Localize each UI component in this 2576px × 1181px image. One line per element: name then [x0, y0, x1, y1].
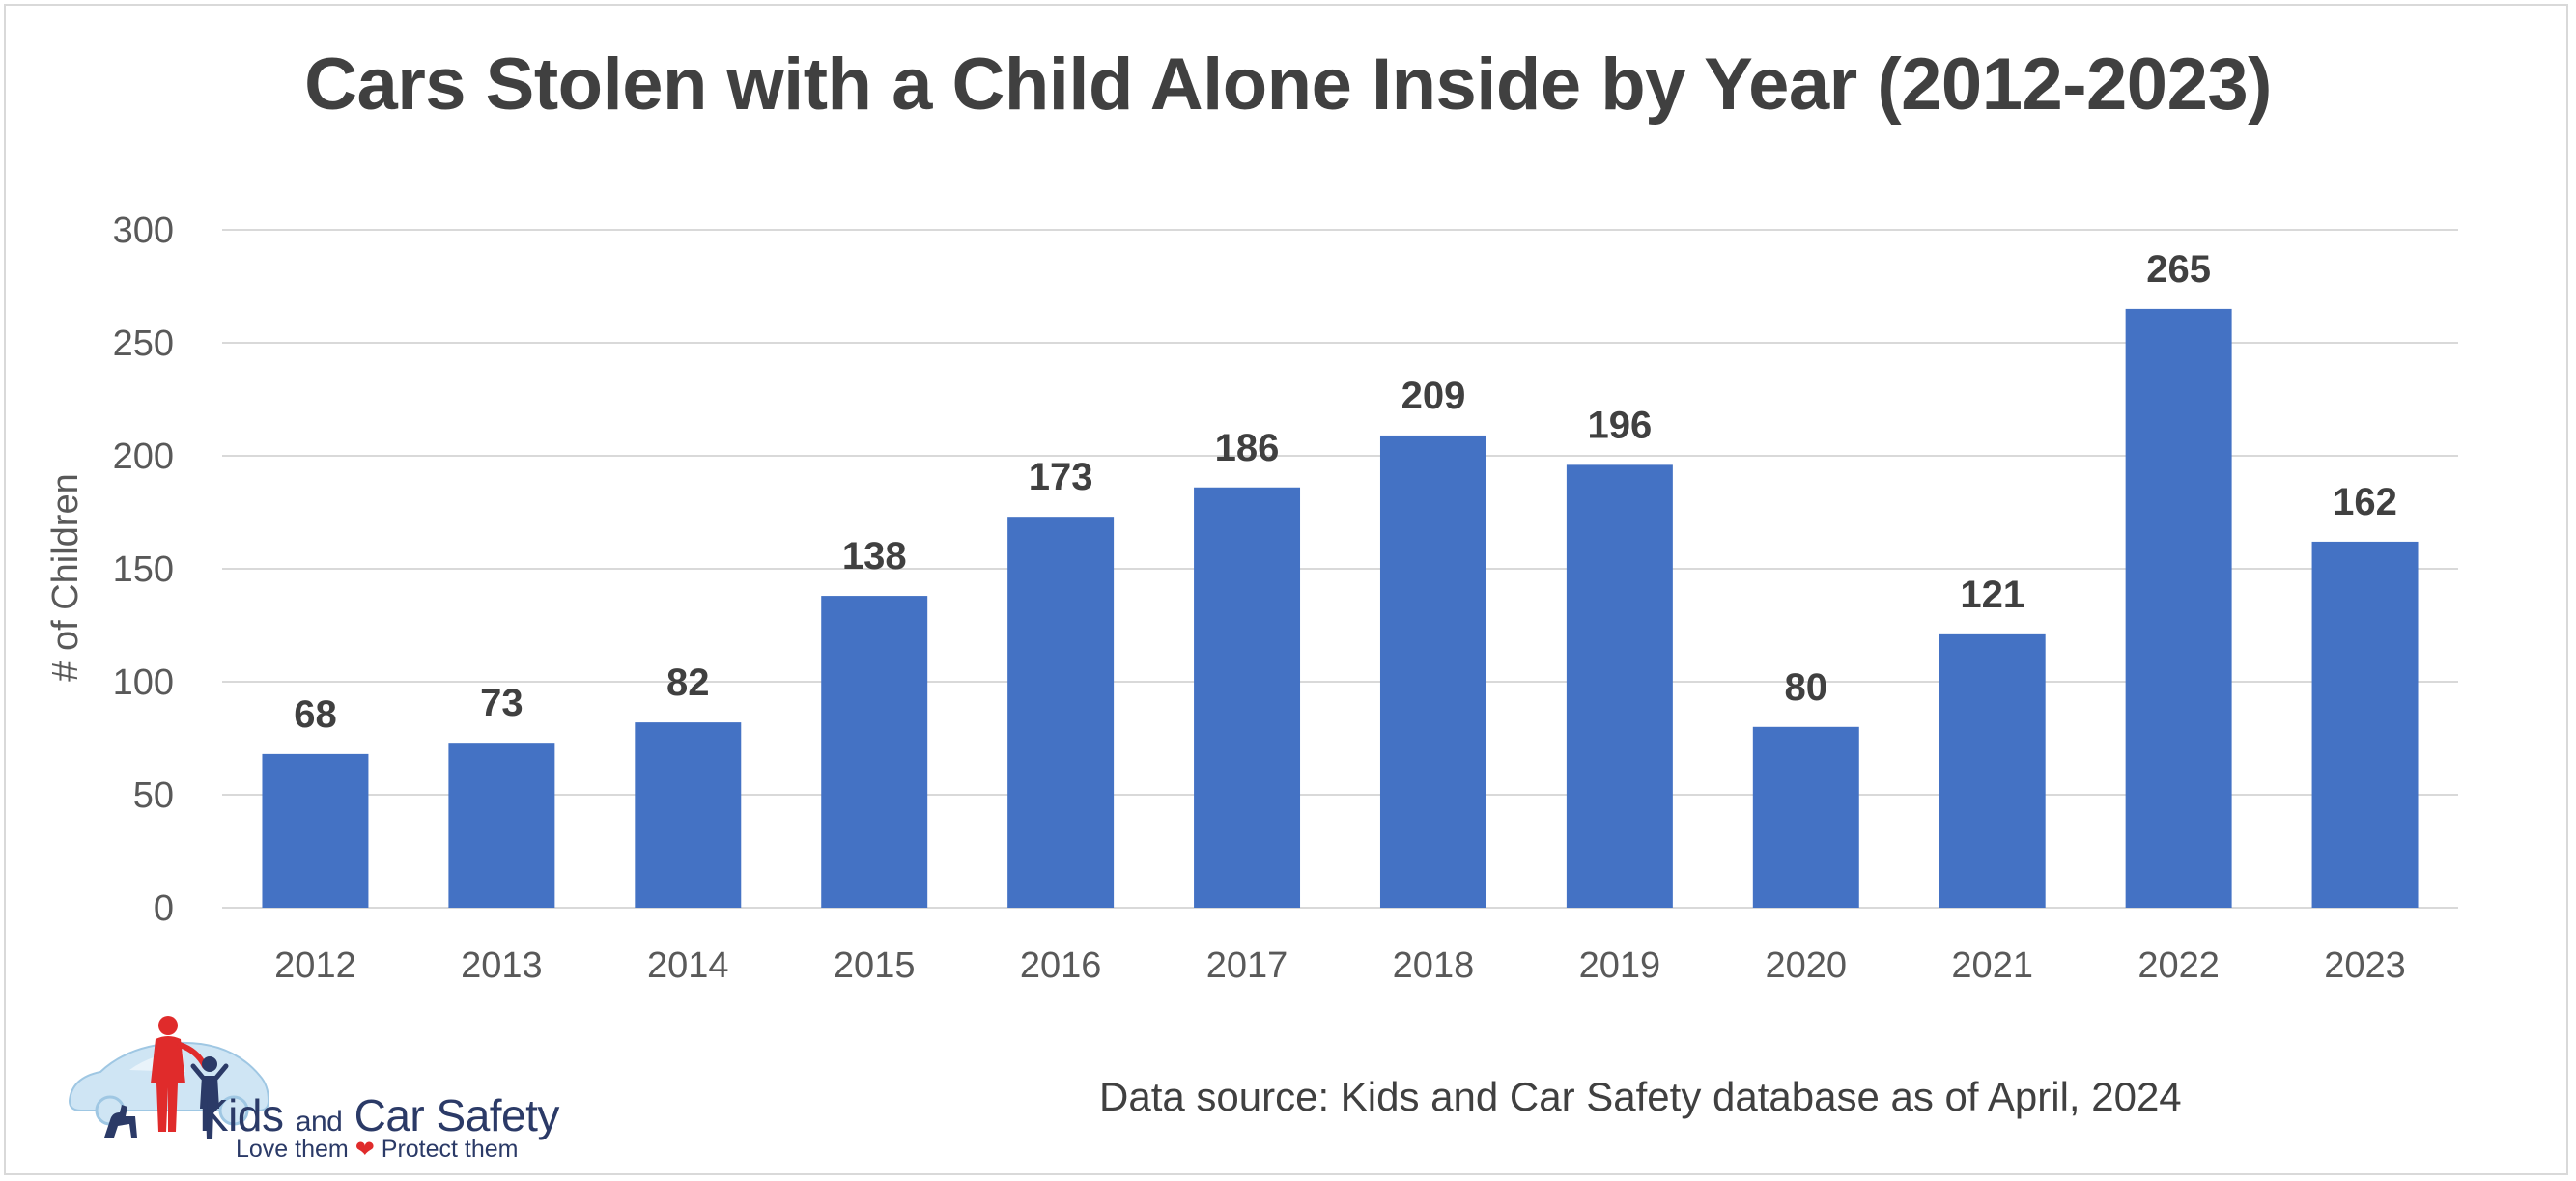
data-label-2013: 73 [480, 682, 524, 724]
chart-title: Cars Stolen with a Child Alone Inside by… [304, 43, 2272, 126]
logo-tagline: Love them ❤ Protect them [236, 1136, 519, 1164]
x-tick-label: 2017 [1206, 945, 1288, 986]
x-axis-ticks: 2012 2013 2014 2015 2016 2017 2018 2019 2020 2021… [274, 945, 2406, 986]
x-tick-label: 2016 [1020, 945, 1102, 986]
x-tick-label: 2015 [834, 945, 916, 986]
y-tick-label: 0 [154, 888, 174, 929]
bar-2020 [1752, 726, 1859, 908]
x-tick-label: 2022 [2137, 945, 2220, 986]
logo-wordmark: Kids and Car Safety [199, 1089, 559, 1141]
bar-2023 [2311, 541, 2419, 908]
data-label-2022: 265 [2146, 248, 2211, 291]
data-labels: 68 73 82 138 173 186 209 196 80 121 265 162 [294, 248, 2397, 736]
bar-2021 [1939, 633, 2046, 908]
bar-2013 [448, 743, 555, 908]
y-tick-label: 50 [133, 775, 174, 816]
bars [262, 308, 2419, 908]
tagline-love: Love them [236, 1136, 349, 1163]
data-label-2016: 173 [1029, 456, 1093, 498]
data-label-2017: 186 [1215, 427, 1280, 469]
x-tick-label: 2018 [1393, 945, 1475, 986]
y-axis-label: # of Children [45, 473, 86, 681]
data-label-2023: 162 [2333, 481, 2397, 523]
bar-2016 [1007, 517, 1115, 908]
y-tick-label: 150 [113, 549, 174, 590]
y-axis-ticks: 0 50 100 150 200 250 300 [113, 211, 174, 929]
y-tick-label: 100 [113, 662, 174, 703]
x-tick-label: 2014 [647, 945, 729, 986]
bar-2015 [821, 596, 928, 908]
x-tick-label: 2019 [1579, 945, 1661, 986]
logo-word-car-safety: Car Safety [354, 1090, 560, 1140]
tagline-protect: Protect them [381, 1136, 519, 1163]
x-tick-label: 2020 [1766, 945, 1848, 986]
car-family-logo-icon [68, 1016, 270, 1139]
y-tick-label: 200 [113, 436, 174, 477]
x-tick-label: 2013 [461, 945, 543, 986]
bar-2017 [1194, 487, 1301, 908]
data-label-2019: 196 [1588, 404, 1653, 446]
x-tick-label: 2023 [2324, 945, 2406, 986]
y-tick-label: 300 [113, 211, 174, 251]
heart-icon: ❤ [354, 1137, 375, 1163]
data-label-2015: 138 [842, 535, 907, 577]
data-label-2014: 82 [666, 661, 710, 704]
data-label-2018: 209 [1401, 375, 1466, 417]
y-tick-label: 250 [113, 323, 174, 364]
data-label-2021: 121 [1960, 574, 2024, 616]
x-tick-label: 2012 [274, 945, 356, 986]
kids-and-car-safety-logo: Kids and Car Safety Love them ❤ Protect … [62, 1016, 564, 1170]
data-label-2020: 80 [1785, 666, 1828, 709]
bar-2012 [262, 753, 369, 908]
data-source-note: Data source: Kids and Car Safety databas… [1099, 1074, 2182, 1119]
logo-word-and: and [295, 1106, 343, 1138]
x-tick-label: 2021 [1951, 945, 2033, 986]
bar-2022 [2125, 308, 2232, 908]
logo-word-kids: Kids [199, 1090, 284, 1140]
bar-2014 [635, 722, 742, 908]
bar-2019 [1566, 464, 1673, 908]
gridlines [222, 229, 2458, 909]
bar-2018 [1379, 435, 1486, 908]
data-label-2012: 68 [294, 693, 337, 736]
